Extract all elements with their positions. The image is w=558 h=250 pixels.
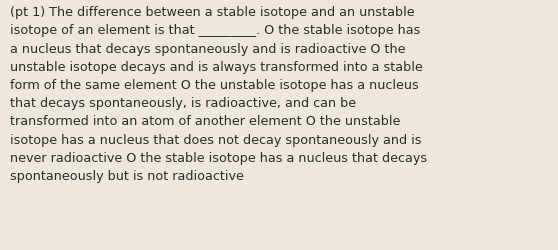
Text: (pt 1) The difference between a stable isotope and an unstable
isotope of an ele: (pt 1) The difference between a stable i… (10, 6, 427, 182)
